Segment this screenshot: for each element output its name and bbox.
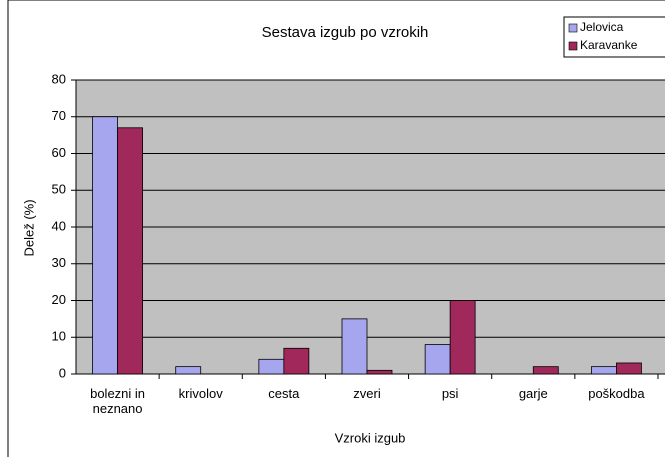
y-tick-label: 60 <box>52 145 66 160</box>
legend-box <box>563 16 665 58</box>
bar <box>258 358 285 375</box>
legend-swatch <box>568 41 578 51</box>
bar <box>616 362 642 375</box>
y-tick-label: 80 <box>52 71 66 86</box>
bar <box>591 366 617 375</box>
bar <box>92 116 118 375</box>
y-tick-label: 40 <box>52 218 66 233</box>
bar <box>175 366 202 375</box>
y-axis-label: Delež (%) <box>21 199 36 256</box>
legend-label: Jelovica <box>580 20 624 34</box>
x-tick-label: zveri <box>353 386 381 401</box>
x-tick-label: psi <box>441 386 459 401</box>
y-tick-label: 0 <box>59 365 66 380</box>
y-tick-label: 70 <box>52 108 66 123</box>
x-tick-label: bolezni in neznano <box>90 386 146 416</box>
bar <box>117 127 143 375</box>
y-tick-label: 10 <box>52 329 66 344</box>
bar <box>424 344 451 375</box>
x-tick-label: garje <box>518 386 548 401</box>
y-tick-label: 50 <box>52 182 66 197</box>
bar <box>283 347 310 375</box>
x-tick-label: krivolov <box>178 386 223 401</box>
bar <box>532 366 559 375</box>
chart-title: Sestava izgub po vzrokih <box>262 24 429 41</box>
x-tick-label: cesta <box>268 386 300 401</box>
legend-label: Karavanke <box>580 38 638 52</box>
y-tick-label: 30 <box>52 255 66 270</box>
bar <box>449 300 476 375</box>
bar <box>341 318 368 375</box>
legend-swatch <box>568 23 578 33</box>
x-tick-label: poškodba <box>588 386 645 401</box>
bar <box>366 369 393 375</box>
x-axis-label: Vzroki izgub <box>335 430 406 445</box>
y-tick-label: 20 <box>52 292 66 307</box>
